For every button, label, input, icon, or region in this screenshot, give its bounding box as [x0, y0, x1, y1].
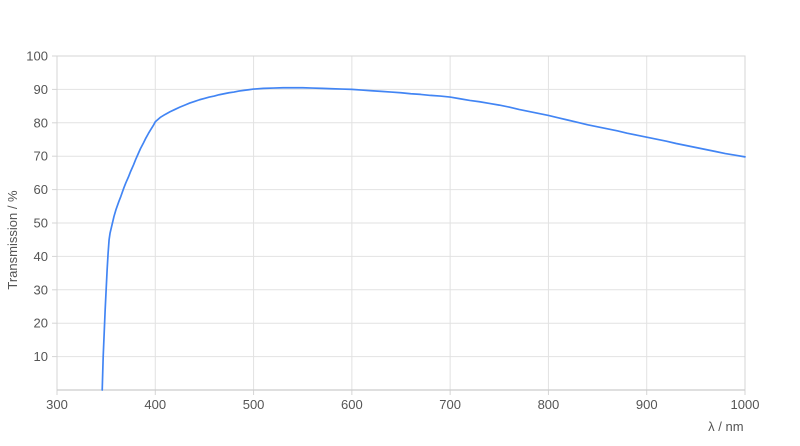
- y-tick-label: 10: [34, 349, 48, 364]
- y-tick-label: 30: [34, 282, 48, 297]
- x-tick-label: 900: [636, 397, 658, 412]
- x-tick-label: 400: [144, 397, 166, 412]
- x-tick-label: 800: [538, 397, 560, 412]
- series-line-transmission: [101, 86, 746, 391]
- x-axis-title: λ / nm: [708, 419, 743, 434]
- y-tick-label: 20: [34, 316, 48, 331]
- y-tick-label: 50: [34, 216, 48, 231]
- x-tick-label: 300: [46, 397, 68, 412]
- x-tick-label: 500: [243, 397, 265, 412]
- y-tick-label: 100: [26, 49, 48, 64]
- y-tick-label: 40: [34, 249, 48, 264]
- y-tick-label: 80: [34, 115, 48, 130]
- x-tick-label: 1000: [731, 397, 760, 412]
- y-tick-label: 70: [34, 149, 48, 164]
- y-axis-title: Transmission / %: [5, 190, 20, 290]
- x-tick-label: 600: [341, 397, 363, 412]
- y-tick-label: 90: [34, 82, 48, 97]
- x-tick-label: 700: [439, 397, 461, 412]
- y-tick-label: 60: [34, 182, 48, 197]
